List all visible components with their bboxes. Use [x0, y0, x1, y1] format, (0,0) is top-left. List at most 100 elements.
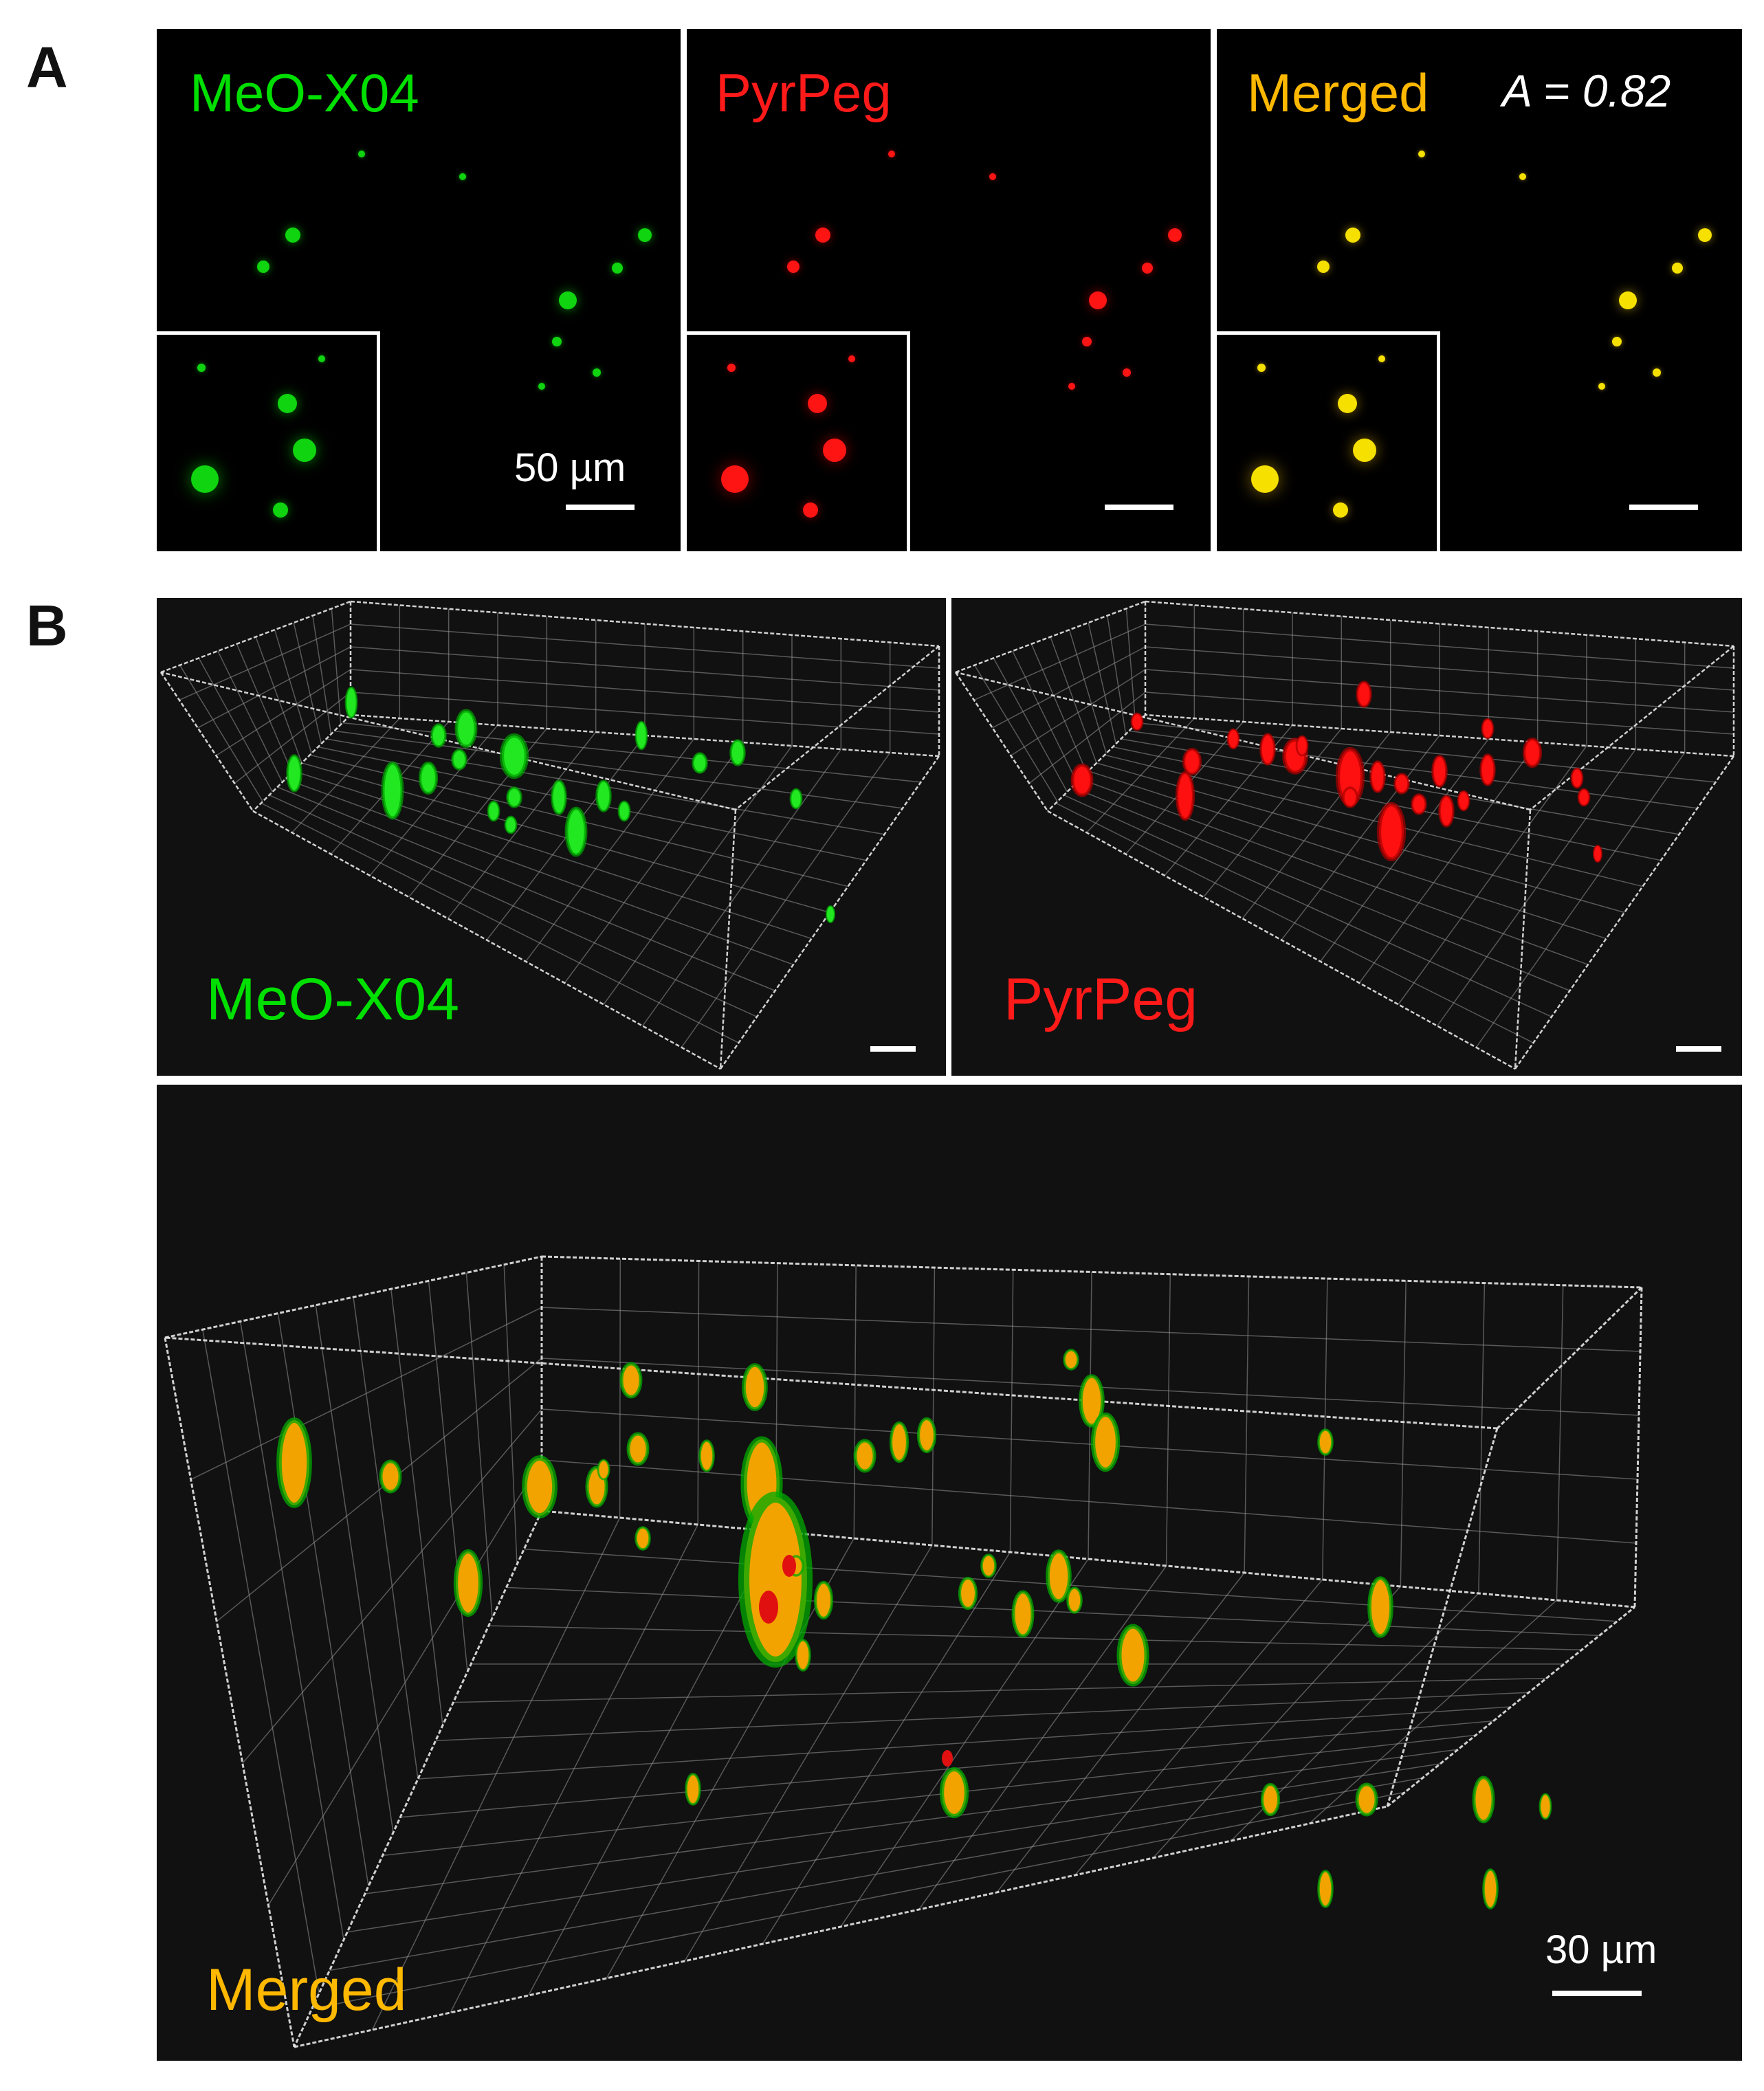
scale-bar [1676, 1046, 1721, 1052]
grid-line [541, 1459, 1637, 1544]
grid-line [293, 622, 322, 744]
scale-bar [1105, 505, 1173, 510]
plaque-spot [318, 355, 325, 362]
box-edge [1514, 755, 1735, 1070]
plaque-blob [692, 752, 708, 774]
plaque-blob [430, 723, 447, 748]
box-edge [955, 600, 1146, 674]
plaque-blob [1356, 681, 1372, 708]
box-edge [1387, 1606, 1635, 1808]
plaque-blob [782, 1555, 796, 1577]
plaque-spot [1653, 368, 1661, 377]
grid-line [234, 692, 351, 784]
box-edge [160, 600, 351, 674]
plaque-blob [1295, 735, 1309, 757]
grid-line [277, 1313, 369, 1887]
plaque-blob [418, 761, 439, 795]
grid-line [261, 802, 739, 1043]
grid-line [973, 665, 1058, 802]
grid-line [353, 1296, 419, 1780]
plaque-blob [451, 749, 467, 771]
box-edge [1530, 645, 1734, 810]
grid-line [1145, 646, 1734, 691]
grid-line [1072, 786, 1570, 991]
plaque-spot [197, 364, 206, 372]
plaque-blob [1066, 1586, 1083, 1614]
grid-line [1088, 770, 1607, 940]
plaque-blob [276, 1417, 312, 1508]
plaque-spot [1418, 151, 1425, 157]
plaque-spot [593, 368, 601, 377]
box-edge [1496, 1286, 1643, 1430]
grid-line [453, 1677, 1547, 1703]
grid-line [488, 1625, 1582, 1650]
grid-line [1010, 669, 1146, 756]
box-edge [735, 645, 940, 810]
grid-line [1012, 650, 1078, 783]
zoom-inset [157, 331, 380, 551]
channel-label-merged: Merged [206, 1957, 407, 2023]
plaque-spot [293, 439, 316, 462]
grid-line [267, 1459, 542, 1905]
grid-line [1050, 637, 1097, 764]
grid-line [506, 1586, 1600, 1637]
plaque-spot [848, 355, 855, 362]
grid-line [274, 629, 312, 754]
grid-line [350, 692, 940, 735]
plaque-blob [1367, 1576, 1393, 1638]
plaque-spot [1519, 173, 1526, 180]
plaque-blob [853, 1439, 877, 1473]
plaque-spot [191, 465, 219, 493]
plaque-blob [1011, 1590, 1035, 1638]
plaque-blob [1376, 801, 1407, 862]
plaque-spot [1123, 368, 1131, 377]
channel-label-meo-x04: MeO-X04 [206, 966, 460, 1032]
plaque-blob [635, 720, 648, 751]
grid-line [334, 730, 903, 809]
box-edge [252, 810, 721, 1070]
grid-line [312, 615, 332, 735]
box-edge [1386, 1428, 1499, 1807]
grid-line [347, 1763, 1441, 1933]
plaque-blob [635, 1526, 651, 1551]
plaque-blob [1481, 718, 1495, 740]
grid-line [973, 623, 1146, 701]
coefficient-value: = 0.82 [1530, 65, 1671, 116]
plaque-blob [626, 1432, 650, 1466]
plaque-blob [1592, 844, 1603, 863]
plaque-blob [742, 1363, 768, 1411]
box-edge [1145, 600, 1734, 648]
grid-line [1145, 623, 1734, 669]
grid-line [1129, 730, 1698, 809]
grid-line [1063, 794, 1552, 1017]
zoom-inset [1217, 331, 1440, 551]
plaque-blob [916, 1417, 937, 1454]
grid-line [993, 658, 1068, 793]
plaque-spot [1672, 263, 1683, 274]
plaque-blob [795, 1639, 811, 1672]
plaque-blob [1079, 1374, 1105, 1428]
plaque-spot [803, 502, 818, 518]
box-edge [160, 671, 736, 811]
plaque-spot [1168, 228, 1182, 242]
plaque-blob [617, 800, 631, 822]
box-edge [954, 672, 1049, 812]
grid-line [1030, 643, 1088, 773]
plaque-blob [1259, 733, 1276, 766]
plaque-blob [813, 1580, 834, 1620]
grid-line [190, 1307, 542, 1481]
plaque-blob [729, 739, 746, 766]
plaque-blob [889, 1421, 909, 1463]
3d-bounding-box [159, 600, 940, 1070]
plaque-blob [980, 1553, 997, 1578]
plaque-spot [1068, 383, 1075, 390]
plaque-blob [1369, 760, 1386, 793]
grid-line [1478, 1283, 1486, 1594]
grid-line [1400, 1281, 1407, 1587]
plaque-blob [1070, 763, 1094, 797]
plaque-blob [1522, 737, 1543, 768]
plaque-spot [273, 502, 288, 518]
grid-line [198, 658, 274, 793]
grid-line [315, 1305, 394, 1833]
grid-line [215, 669, 351, 756]
